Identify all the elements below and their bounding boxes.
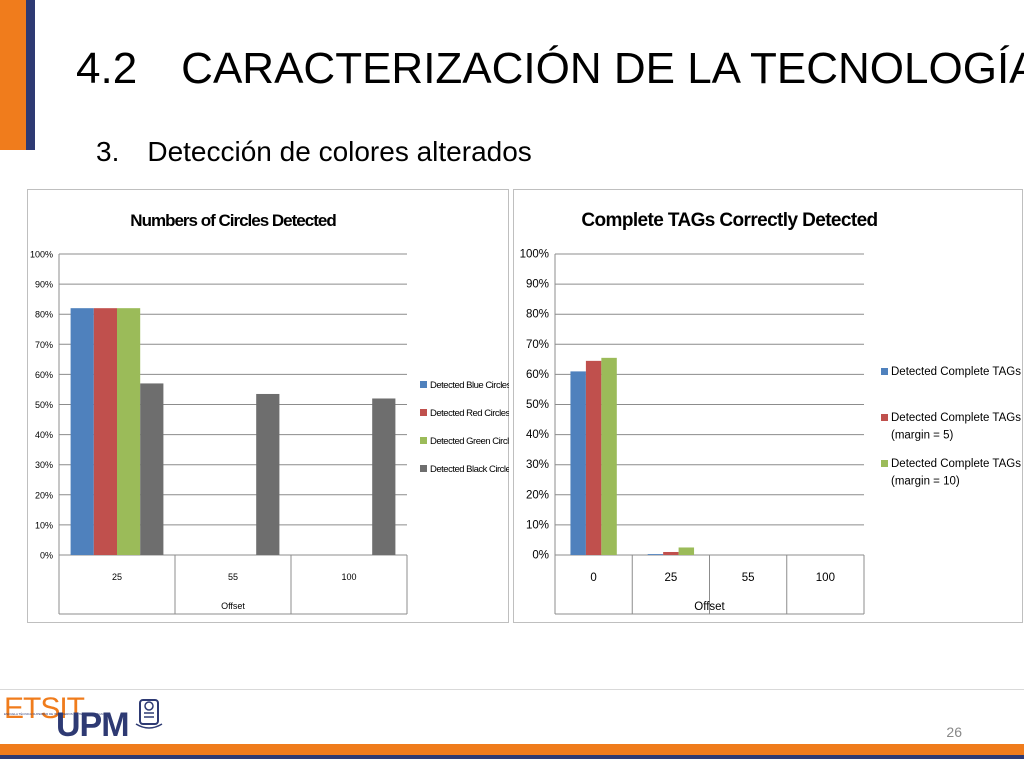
legend-swatch	[420, 409, 427, 416]
y-tick-label: 60%	[526, 369, 549, 381]
y-tick-label: 30%	[526, 459, 549, 471]
x-axis-title: Offset	[694, 601, 725, 613]
y-tick-label: 30%	[35, 460, 53, 470]
y-tick-label: 70%	[35, 340, 53, 350]
y-tick-label: 100%	[30, 250, 53, 260]
y-tick-label: 50%	[35, 400, 53, 410]
y-tick-label: 100%	[520, 249, 549, 261]
slide-title: 4.2 CARACTERIZACIÓN DE LA TECNOLOGÍA	[76, 44, 1024, 93]
page-number: 26	[946, 724, 962, 740]
bar	[601, 357, 617, 555]
y-tick-label: 80%	[35, 310, 53, 320]
legend-swatch	[420, 465, 427, 472]
x-category-label: 55	[742, 572, 755, 584]
legend-swatch	[420, 437, 427, 444]
bar	[570, 371, 586, 555]
legend-label: Detected Red Circles	[430, 408, 509, 419]
footer-orange-bar	[0, 744, 1024, 755]
y-tick-label: 20%	[35, 490, 53, 500]
legend-swatch	[420, 381, 427, 388]
x-category-label: 55	[228, 572, 238, 582]
y-tick-label: 10%	[526, 519, 549, 531]
chart-svg: Numbers of Circles Detected 0% 10% 20% 30% 40…	[27, 189, 509, 623]
y-tick-label: 70%	[526, 339, 549, 351]
x-category-label: 25	[664, 572, 677, 584]
bar	[647, 554, 664, 555]
chart-title: Complete TAGs Correctly Detected	[581, 210, 877, 231]
legend-label: Detected Blue Circles	[430, 380, 509, 391]
y-tick-label: 40%	[35, 430, 53, 440]
y-tick-label: 60%	[35, 370, 53, 380]
y-tick-label: 10%	[35, 520, 53, 530]
legend-label: Detected Complete TAGs (margin = 10)	[891, 458, 1021, 487]
bar	[140, 383, 164, 555]
legend-label: Detected Complete TAGs (margin = 5)	[891, 412, 1021, 441]
bar	[70, 308, 94, 555]
bar	[663, 551, 679, 555]
footer-divider	[0, 689, 1024, 690]
orange-accent-bar	[0, 0, 26, 150]
bar	[585, 360, 602, 555]
y-tick-label: 40%	[526, 429, 549, 441]
legend-label: Detected Black Circles	[430, 464, 509, 475]
footer-navy-bar	[0, 755, 1024, 759]
y-tick-label: 50%	[526, 399, 549, 411]
x-category-label: 25	[112, 572, 122, 582]
complete-tags-chart: Complete TAGs Correctly Detected 0% 10% 20%…	[513, 189, 1023, 623]
logo-small-text: ESCUELA TÉCNICA SUPERIOR DE INGENIEROS D…	[4, 712, 110, 716]
bar	[93, 308, 117, 555]
navy-accent-bar	[26, 0, 35, 150]
upm-seal-icon	[135, 699, 163, 729]
y-tick-label: 0%	[40, 551, 53, 561]
bar	[372, 398, 396, 555]
y-tick-label: 0%	[532, 550, 549, 562]
bar	[117, 308, 141, 555]
chart-title: Numbers of Circles Detected	[130, 211, 336, 230]
x-category-label: 100	[816, 572, 835, 584]
logo-etsit-text: ETSIT	[4, 692, 85, 725]
etsit-upm-logo: ETSIT ESCUELA TÉCNICA SUPERIOR DE INGENI…	[4, 690, 174, 744]
x-axis-title: Offset	[221, 601, 245, 611]
y-tick-label: 90%	[35, 280, 53, 290]
legend-swatch	[881, 460, 888, 467]
circles-detected-chart: Numbers of Circles Detected 0% 10% 20% 30% 40…	[27, 189, 509, 623]
bar	[256, 393, 280, 555]
legend-label: Detected Complete TAGs	[891, 366, 1021, 378]
y-tick-label: 90%	[526, 279, 549, 291]
legend-swatch	[881, 368, 888, 375]
legend-swatch	[881, 414, 888, 421]
x-category-label: 0	[590, 572, 596, 584]
x-category-label: 100	[341, 572, 356, 582]
y-tick-label: 80%	[526, 309, 549, 321]
legend-label: Detected Green Circles	[430, 436, 509, 447]
y-tick-label: 20%	[526, 489, 549, 501]
bar	[678, 547, 695, 555]
chart-svg: Complete TAGs Correctly Detected 0% 10% 20%…	[513, 189, 1023, 623]
slide-subtitle: 3. Detección de colores alterados	[96, 136, 532, 167]
logo-upm-text: UPM	[56, 706, 130, 744]
